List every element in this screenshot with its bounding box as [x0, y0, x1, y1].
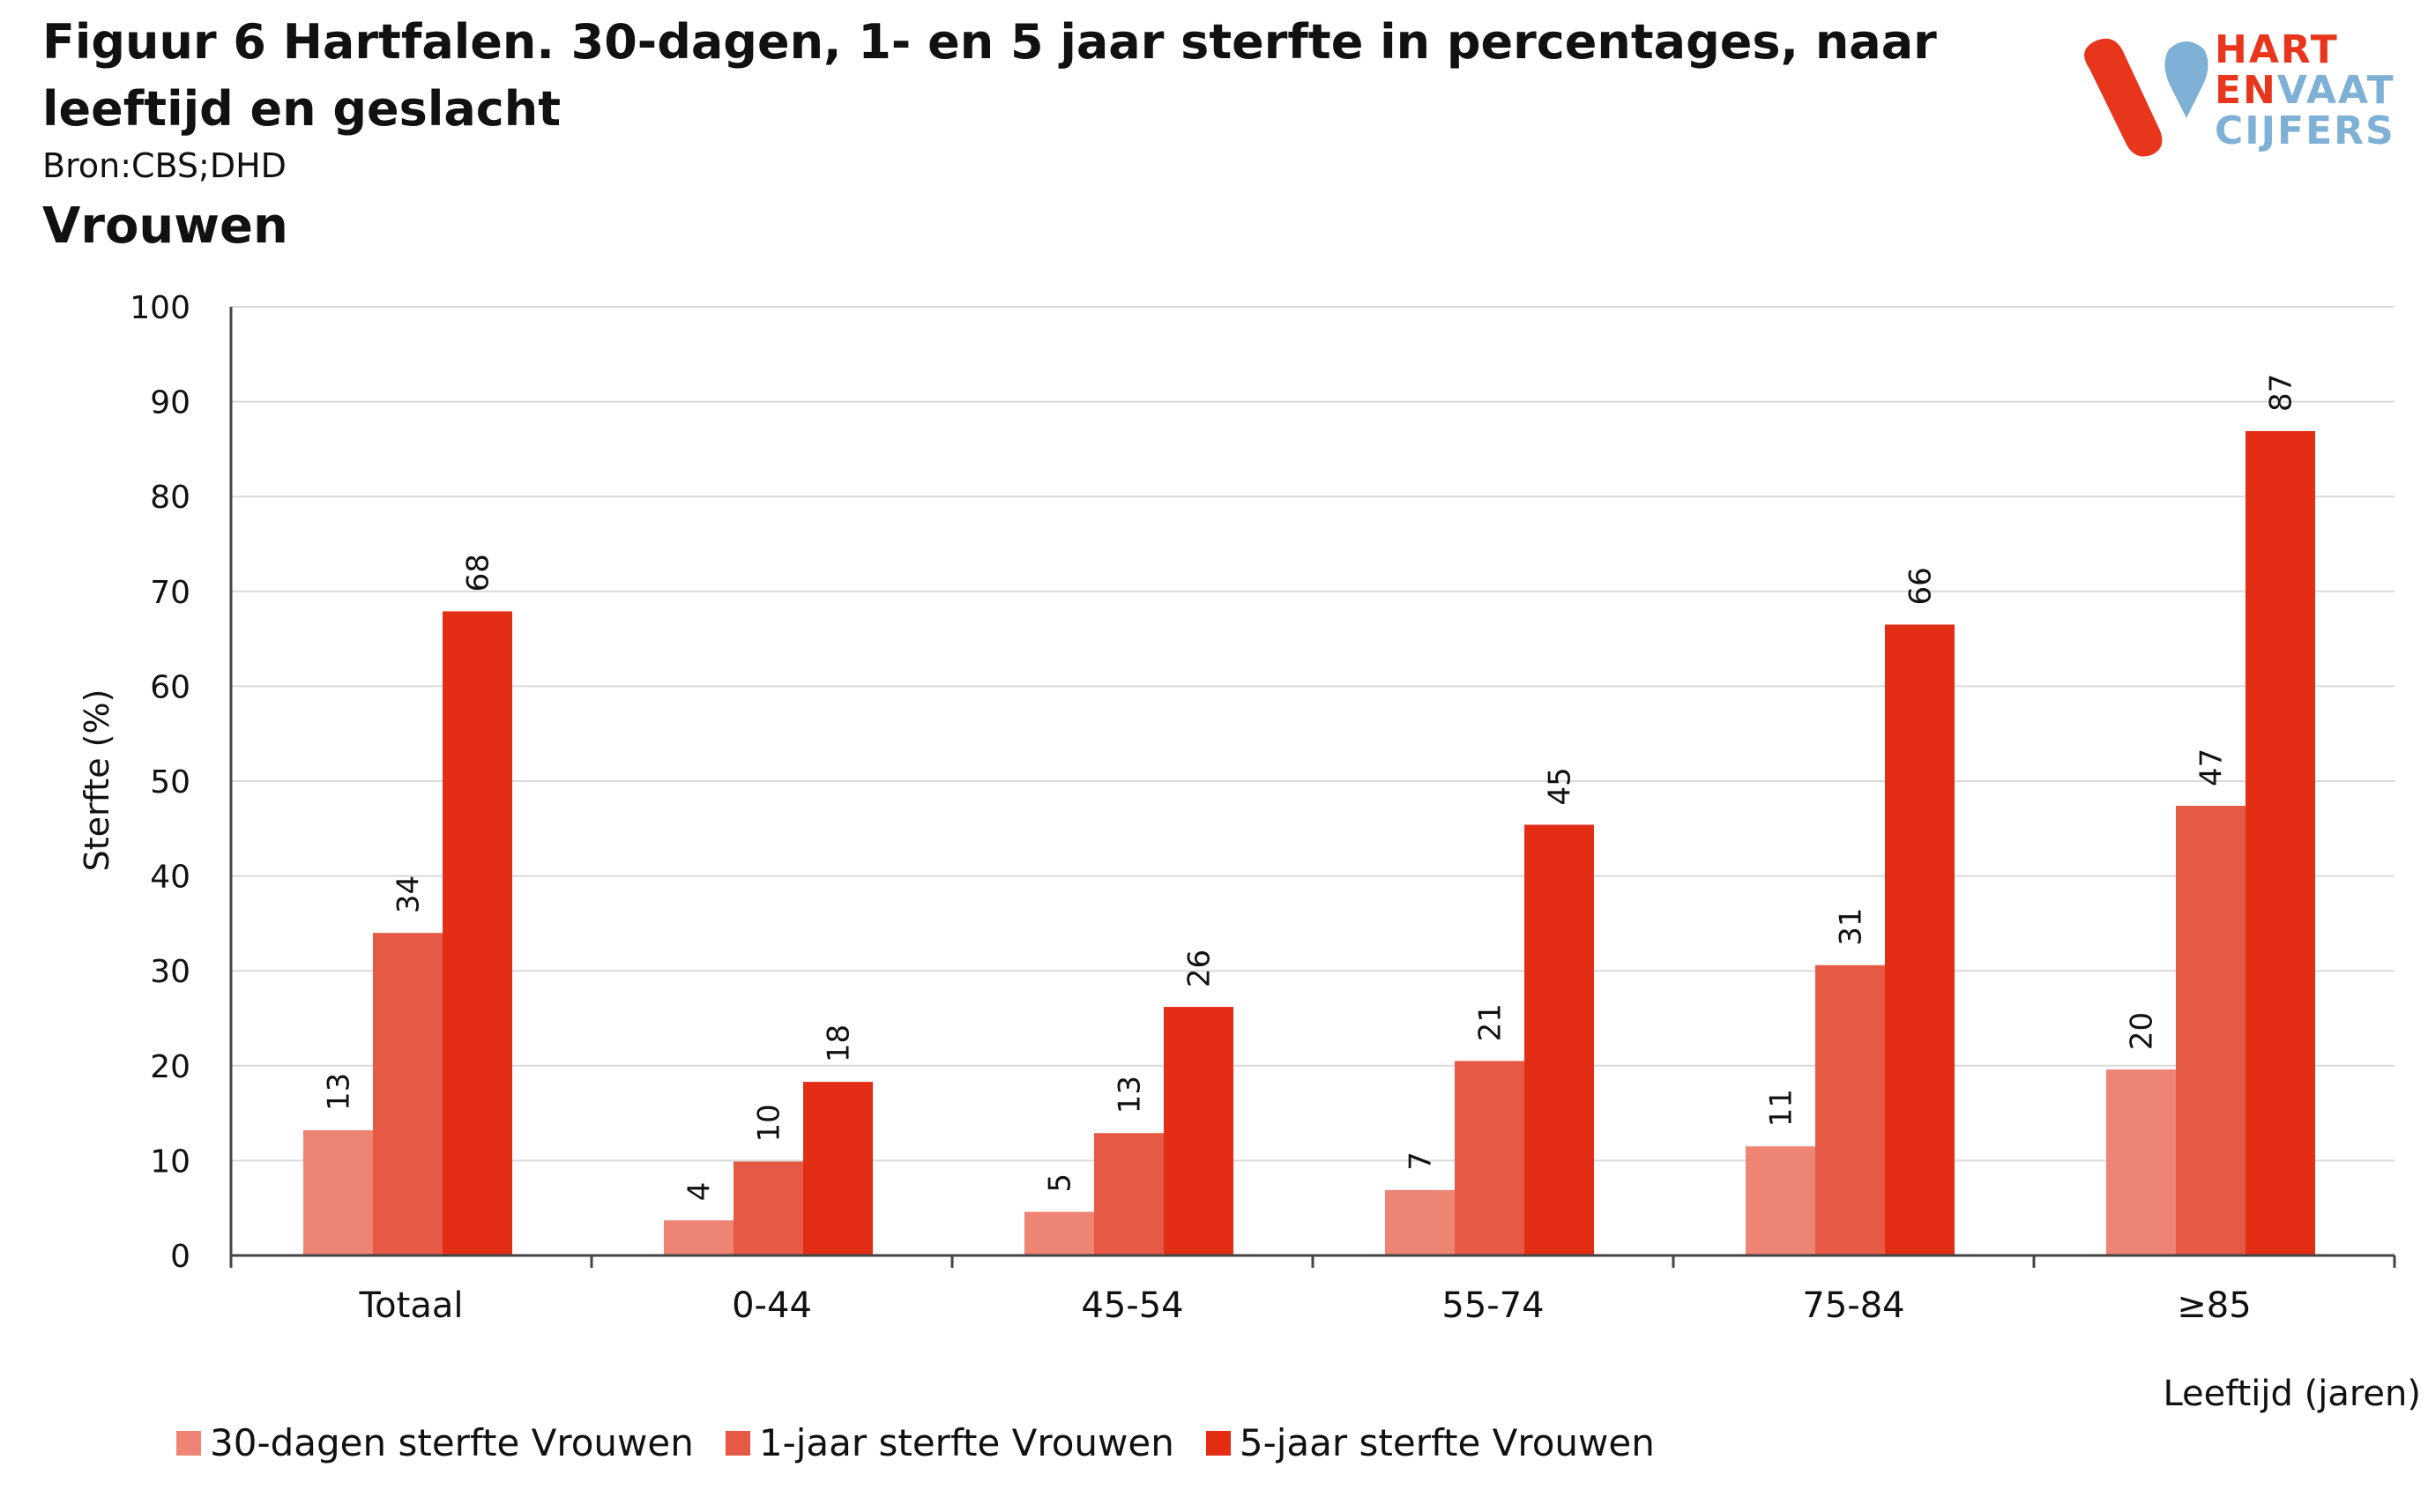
data-label: 13	[322, 1073, 357, 1111]
bar	[1024, 1211, 1094, 1255]
data-label: 7	[1404, 1151, 1439, 1171]
legend-label-1-jaar: 1-jaar sterfte Vrouwen	[758, 1421, 1174, 1464]
legend: 30-dagen sterfte Vrouwen 1-jaar sterfte …	[176, 1421, 1655, 1464]
y-tick-label: 50	[150, 764, 190, 801]
data-label: 21	[1473, 1003, 1508, 1041]
y-tick-label: 90	[150, 385, 190, 421]
data-label: 4	[682, 1182, 718, 1202]
bar	[373, 933, 443, 1255]
legend-item-1-jaar: 1-jaar sterfte Vrouwen	[725, 1421, 1174, 1464]
data-label: 47	[2194, 749, 2230, 786]
bar	[303, 1129, 373, 1255]
y-tick-label: 20	[150, 1049, 190, 1085]
y-tick-label: 30	[150, 954, 190, 990]
x-tick-label: 45-54	[1081, 1285, 1183, 1326]
logo-vaat: VAAT	[2276, 68, 2395, 113]
legend-label-5-jaar: 5-jaar sterfte Vrouwen	[1239, 1421, 1655, 1464]
bar	[803, 1082, 873, 1255]
legend-item-30-dagen: 30-dagen sterfte Vrouwen	[176, 1421, 694, 1464]
data-label: 13	[1113, 1076, 1148, 1114]
y-tick-label: 100	[130, 290, 190, 326]
legend-label-30-dagen: 30-dagen sterfte Vrouwen	[210, 1421, 694, 1464]
legend-swatch-1-jaar	[725, 1430, 750, 1456]
logo-line-envaat: ENVAAT	[2215, 71, 2395, 111]
legend-swatch-30-dagen	[176, 1430, 201, 1456]
data-label: 11	[1764, 1089, 1799, 1127]
data-label: 68	[461, 554, 496, 592]
legend-swatch-5-jaar	[1205, 1430, 1231, 1456]
y-tick-label: 0	[170, 1239, 190, 1275]
bar	[2246, 430, 2315, 1255]
bar	[1746, 1146, 1815, 1255]
logo-line-cijfers: CIJFERS	[2215, 108, 2395, 153]
chart-subtitle: Vrouwen	[42, 197, 288, 255]
y-tick-label: 40	[150, 860, 190, 896]
bar	[734, 1161, 803, 1255]
bar	[1524, 824, 1594, 1255]
data-label: 45	[1543, 767, 1578, 805]
x-tick-label: 55-74	[1441, 1285, 1544, 1326]
legend-item-5-jaar: 5-jaar sterfte Vrouwen	[1205, 1421, 1655, 1464]
bar	[1164, 1007, 1233, 1255]
logo-en: EN	[2215, 68, 2277, 113]
y-axis-label: Sterfte (%)	[78, 689, 116, 872]
bar	[1094, 1133, 1164, 1255]
data-label: 66	[1903, 567, 1939, 605]
x-tick-label: Totaal	[359, 1285, 464, 1326]
x-tick-label: 0-44	[732, 1285, 812, 1326]
data-label: 26	[1182, 950, 1218, 987]
data-label: 10	[752, 1104, 787, 1142]
x-axis-label: Leeftijd (jaren)	[2163, 1374, 2421, 1414]
data-label: 31	[1834, 907, 1869, 945]
y-tick-label: 70	[150, 575, 190, 611]
bar	[664, 1220, 734, 1255]
bar	[443, 611, 512, 1255]
data-label: 20	[2125, 1012, 2160, 1050]
data-label: 34	[391, 875, 427, 913]
chart-title: Figuur 6 Hartfalen. 30-dagen, 1- en 5 ja…	[42, 14, 1937, 137]
x-tick-label: 75-84	[1802, 1285, 1904, 1326]
data-label: 87	[2264, 374, 2299, 412]
bar	[1885, 624, 1955, 1255]
logo-line-hart: HART	[2215, 27, 2339, 72]
bar	[1815, 965, 1885, 1255]
hart-en-vaat-logo-icon	[2084, 38, 2208, 157]
logo-wordmark: HART ENVAAT CIJFERS	[2215, 30, 2395, 152]
data-label: 5	[1043, 1173, 1078, 1193]
y-tick-label: 10	[150, 1143, 190, 1180]
source-note: Bron:CBS;DHD	[42, 146, 287, 185]
x-tick-label: ≥85	[2177, 1285, 2251, 1326]
data-label: 18	[822, 1024, 857, 1062]
bar	[1385, 1189, 1455, 1255]
bar	[2176, 805, 2246, 1255]
y-tick-label: 60	[150, 669, 190, 705]
y-tick-label: 80	[150, 480, 190, 516]
bar	[1455, 1061, 1524, 1255]
bar	[2106, 1069, 2176, 1255]
